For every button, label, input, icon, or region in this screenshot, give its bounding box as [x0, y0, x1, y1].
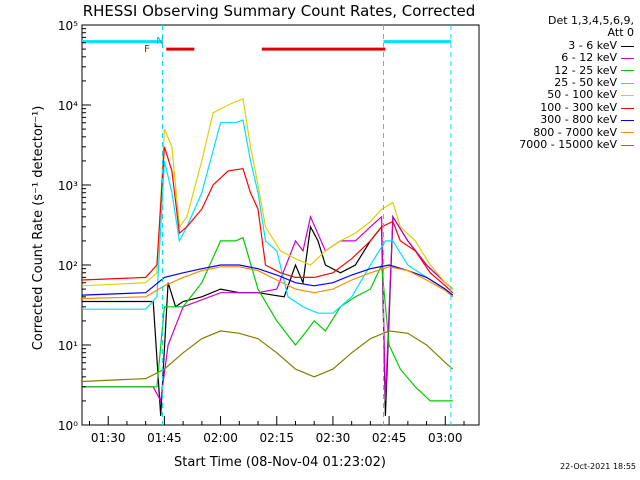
- y-tick-label-4: 10⁴: [58, 99, 78, 113]
- y-tick-label-1: 10¹: [58, 339, 78, 353]
- series-line-2: [82, 236, 453, 402]
- x-axis-ticks: 01:30 01:45 02:00 02:15 02:30 02:45 03:00: [88, 416, 465, 445]
- legend-swatch: [621, 132, 634, 134]
- footer-timestamp: 22-Oct-2021 18:55: [560, 462, 636, 471]
- plot-frame: [81, 24, 480, 426]
- series-line-8: [81, 330, 454, 383]
- legend-label: 12 - 25 keV: [554, 63, 617, 77]
- x-tick-label-1: 01:45: [147, 431, 182, 445]
- legend-label: 50 - 100 keV: [547, 88, 617, 102]
- legend-label: 3 - 6 keV: [568, 38, 617, 52]
- legend-label: 7000 - 15000 keV: [519, 138, 617, 152]
- legend-label: 6 - 12 keV: [561, 51, 617, 65]
- chart-title: RHESSI Observing Summary Count Rates, Co…: [83, 2, 476, 20]
- legend-swatch: [621, 70, 634, 72]
- legend-entry-2: 12 - 25 keV: [519, 63, 634, 77]
- series-line-1: [82, 214, 454, 403]
- x-tick-label-3: 02:15: [259, 431, 294, 445]
- legend-swatch: [621, 119, 634, 121]
- legend-label: 100 - 300 keV: [540, 100, 617, 114]
- legend-label: 800 - 7000 keV: [533, 125, 617, 139]
- x-axis-label: Start Time (08-Nov-04 01:23:02): [174, 455, 386, 470]
- legend-entry-8: 7000 - 15000 keV: [519, 138, 634, 152]
- x-tick-label-6: 03:00: [428, 431, 463, 445]
- series-lines: [81, 97, 454, 416]
- legend-header-line-1: Det 1,3,4,5,6,9,: [547, 14, 634, 27]
- legend-swatch: [621, 82, 634, 84]
- legend-entry-6: 300 - 800 keV: [519, 113, 634, 127]
- series-line-5: [81, 146, 454, 294]
- y-tick-label-2: 10²: [58, 259, 78, 273]
- legend-swatch: [621, 144, 634, 146]
- vertical-markers: [162, 25, 452, 425]
- y-tick-label-0: 10⁰: [58, 419, 78, 433]
- x-tick-label-5: 02:45: [372, 431, 407, 445]
- x-tick-label-4: 02:30: [316, 431, 351, 445]
- series-line-4: [81, 97, 454, 290]
- series-line-0: [82, 214, 454, 416]
- legend: Det 1,3,4,5,6,9, Att 0 3 - 6 keV 6 - 12 k…: [519, 14, 634, 152]
- legend-swatch: [621, 95, 634, 97]
- series-line-7: [81, 266, 454, 300]
- x-tick-label-0: 01:30: [91, 431, 126, 445]
- legend-entry-0: 3 - 6 keV: [519, 38, 634, 52]
- legend-label: 300 - 800 keV: [540, 113, 617, 127]
- legend-entry-3: 25 - 50 keV: [519, 76, 634, 90]
- x-tick-label-2: 02:00: [203, 431, 238, 445]
- legend-entry-5: 100 - 300 keV: [519, 100, 634, 114]
- flag-label-f: F: [144, 44, 150, 55]
- y-axis-label: Corrected Count Rate (s⁻¹ detector⁻¹): [31, 106, 46, 351]
- legend-entry-1: 6 - 12 keV: [519, 51, 634, 65]
- series-line-3: [82, 119, 454, 314]
- legend-swatch: [621, 45, 634, 47]
- legend-swatch: [621, 57, 634, 59]
- legend-entry-4: 50 - 100 keV: [519, 89, 634, 101]
- flag-bars: [82, 40, 451, 51]
- legend-entry-7: 800 - 7000 keV: [519, 125, 634, 139]
- y-tick-label-3: 10³: [58, 179, 78, 193]
- legend-label: 25 - 50 keV: [554, 76, 617, 90]
- legend-swatch: [621, 107, 634, 109]
- y-axis-ticks: 10⁰ 10¹ 10² 10³ 10⁴ 10⁵: [58, 19, 91, 433]
- y-tick-label-5: 10⁵: [58, 19, 78, 33]
- flag-label-n: N: [156, 36, 163, 47]
- legend-header-line-2: Att 0: [607, 26, 634, 40]
